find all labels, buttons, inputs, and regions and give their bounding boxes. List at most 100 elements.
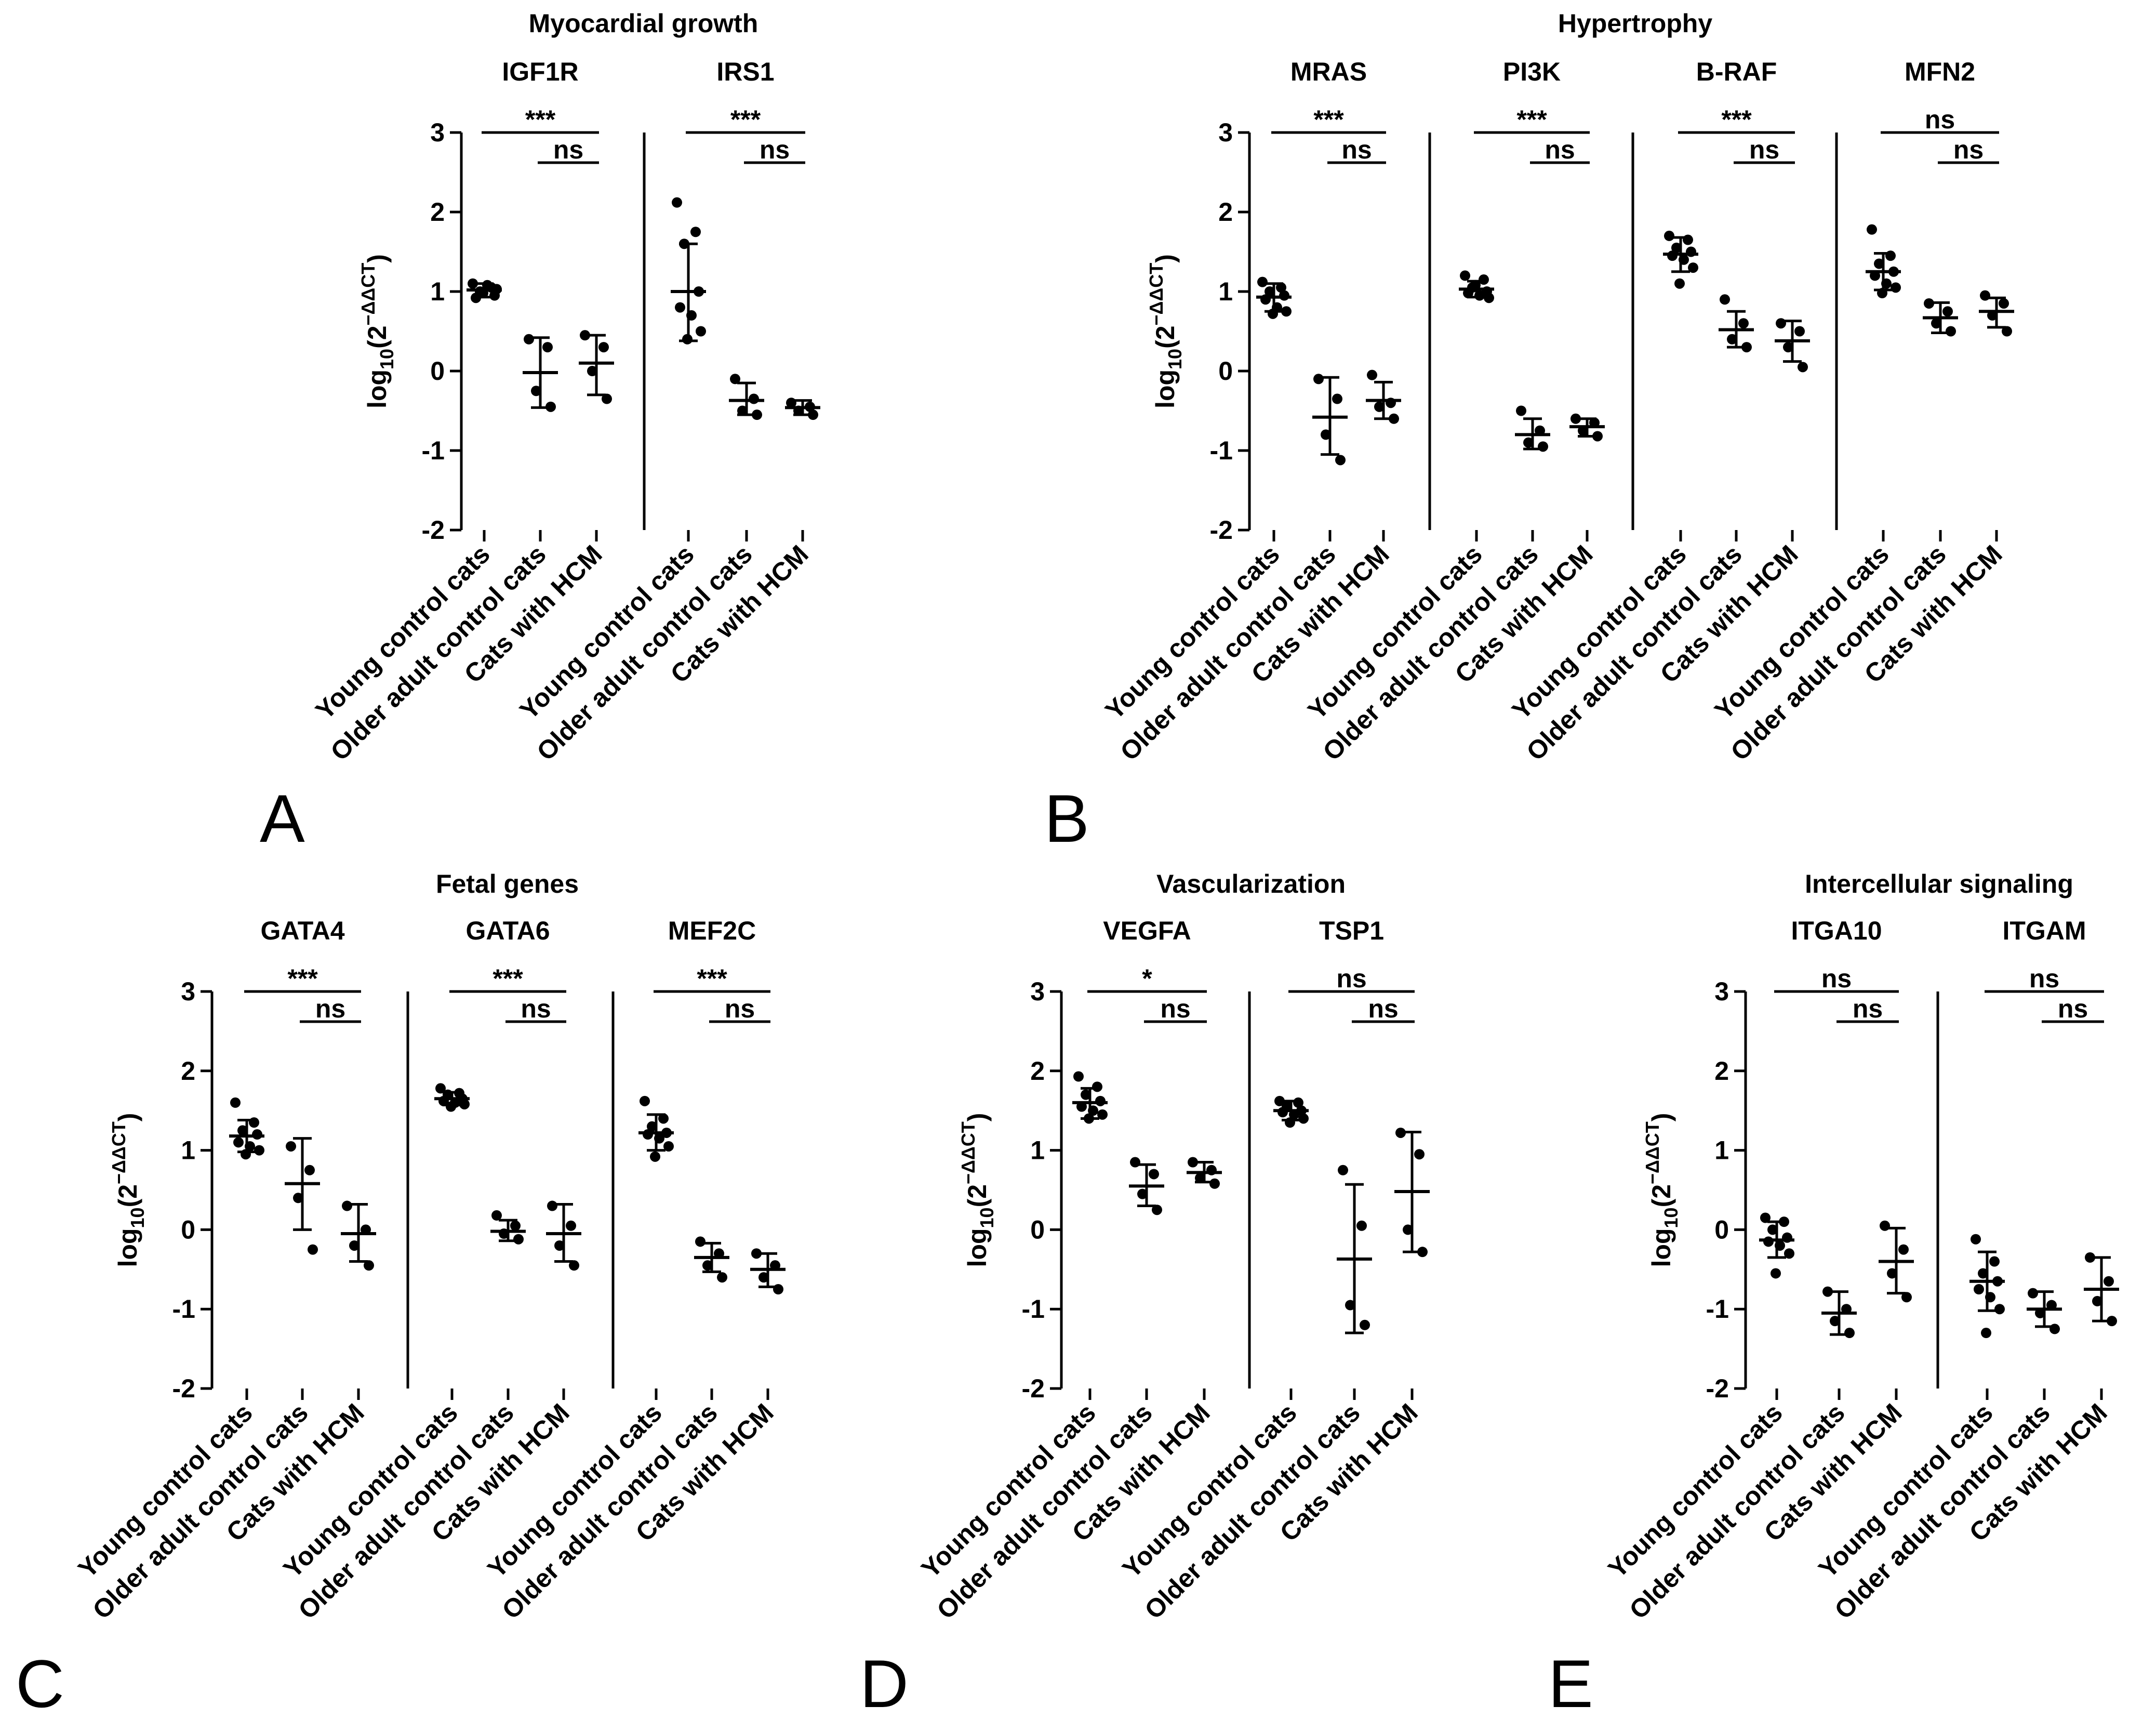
- data-point: [293, 1193, 303, 1204]
- data-point: [1688, 262, 1698, 273]
- significance-label: ns: [1749, 135, 1779, 164]
- data-point: [1674, 278, 1685, 289]
- data-point: [751, 1248, 762, 1259]
- data-point: [1395, 1127, 1406, 1138]
- panel-title: Intercellular signaling: [1805, 869, 2073, 898]
- y-tick-label: 3: [1714, 977, 1729, 1006]
- significance-label: ***: [1516, 105, 1547, 134]
- data-point: [737, 405, 748, 416]
- data-point: [1571, 413, 1581, 424]
- significance-label: ns: [1925, 105, 1955, 134]
- data-point: [1389, 413, 1399, 424]
- y-tick-label: 0: [1030, 1215, 1045, 1244]
- significance-label: ns: [315, 994, 345, 1023]
- panel-e: Intercellular signaling 3 2 1 0 -1 -2 log10(2−Δ…: [1548, 869, 2119, 1719]
- gene-title: VEGFA: [1103, 916, 1191, 945]
- y-tick-label: -2: [1210, 515, 1233, 545]
- data-point: [1901, 1292, 1912, 1303]
- data-point: [1738, 318, 1749, 329]
- data-point: [554, 1240, 565, 1251]
- panel-letter: B: [1044, 781, 1089, 856]
- panel-b: Hypertrophy 3 2 1 0 -1 -2 log10(2−ΔΔCT) B MRAS ***…: [1044, 9, 2014, 856]
- y-tick-label: 2: [181, 1056, 195, 1086]
- data-point: [349, 1240, 360, 1251]
- significance-label: ***: [1721, 105, 1752, 134]
- data-point: [1152, 1205, 1162, 1215]
- data-point: [1281, 306, 1292, 317]
- significance-label: ns: [1336, 964, 1366, 993]
- y-tick-label: 2: [1714, 1056, 1729, 1086]
- y-tick-label: -1: [1706, 1294, 1729, 1324]
- data-point: [1274, 1095, 1285, 1106]
- y-tick-label: -1: [1022, 1294, 1045, 1324]
- data-point: [675, 302, 685, 313]
- data-point: [696, 326, 706, 337]
- data-point: [730, 374, 740, 385]
- significance-label: ***: [697, 964, 727, 993]
- data-point: [569, 1260, 579, 1271]
- data-point: [459, 1099, 470, 1109]
- category-label: Older adult control cats: [1114, 539, 1341, 766]
- data-point: [1760, 1212, 1771, 1223]
- data-point: [1844, 1328, 1855, 1339]
- data-point: [513, 1234, 524, 1245]
- data-point: [658, 1113, 669, 1124]
- y-tick-label: 2: [430, 197, 445, 227]
- y-tick-label: 0: [181, 1215, 195, 1244]
- data-point: [1664, 230, 1674, 241]
- significance-label: ns: [2029, 964, 2059, 993]
- significance-label: ns: [1545, 135, 1575, 164]
- y-tick-label: 2: [1218, 197, 1233, 227]
- y-tick-label: 0: [1714, 1215, 1729, 1244]
- data-point: [1265, 286, 1275, 297]
- data-point: [2092, 1295, 2102, 1306]
- gene-title: PI3K: [1503, 57, 1561, 86]
- significance-label: ***: [525, 105, 556, 134]
- data-point: [1374, 401, 1385, 412]
- panel-d: Vascularization 3 2 1 0 -1 -2 log10(2−ΔΔCT) D VEG…: [860, 869, 1430, 1719]
- significance-label: ns: [1853, 994, 1883, 1023]
- y-tick-label: 1: [1714, 1136, 1729, 1165]
- data-point: [580, 330, 590, 341]
- data-point: [1946, 326, 1956, 337]
- data-point: [1667, 250, 1678, 261]
- data-point: [752, 409, 762, 420]
- significance-label: ns: [2058, 994, 2088, 1023]
- data-point: [304, 1165, 315, 1175]
- panel-title: Hypertrophy: [1558, 9, 1712, 38]
- data-point: [435, 1083, 446, 1094]
- significance-label: ***: [730, 105, 761, 134]
- gene-title: MFN2: [1905, 57, 1975, 86]
- gene-title: GATA4: [260, 916, 344, 945]
- category-label: Older adult control cats: [325, 539, 551, 766]
- data-point: [2104, 1276, 2114, 1287]
- data-point: [342, 1200, 352, 1211]
- y-tick-label: -2: [1706, 1374, 1729, 1403]
- data-point: [717, 1272, 727, 1283]
- gene-title: IRS1: [716, 57, 774, 86]
- data-point: [1338, 1165, 1348, 1175]
- data-point: [1981, 1328, 1991, 1339]
- gene-title: ITGAM: [2002, 916, 2086, 945]
- y-tick-label: 3: [430, 118, 445, 147]
- data-point: [1417, 1247, 1428, 1258]
- data-point: [1092, 1081, 1102, 1092]
- data-point: [1081, 1089, 1091, 1100]
- y-tick-label: 3: [1030, 977, 1045, 1006]
- data-point: [1798, 362, 1808, 373]
- data-point: [1209, 1178, 1220, 1189]
- data-point: [1073, 1071, 1084, 1082]
- significance-label: ns: [1341, 135, 1372, 164]
- data-point: [237, 1125, 248, 1136]
- data-point: [1767, 1224, 1778, 1235]
- data-point: [1592, 431, 1603, 442]
- panel-letter: C: [16, 1646, 64, 1719]
- data-point: [233, 1137, 244, 1148]
- y-tick-label: -2: [422, 515, 445, 545]
- data-point: [254, 1145, 264, 1156]
- data-point: [1097, 1109, 1108, 1120]
- y-tick-label: -2: [172, 1374, 195, 1403]
- data-point: [758, 1272, 769, 1283]
- data-point: [749, 393, 759, 404]
